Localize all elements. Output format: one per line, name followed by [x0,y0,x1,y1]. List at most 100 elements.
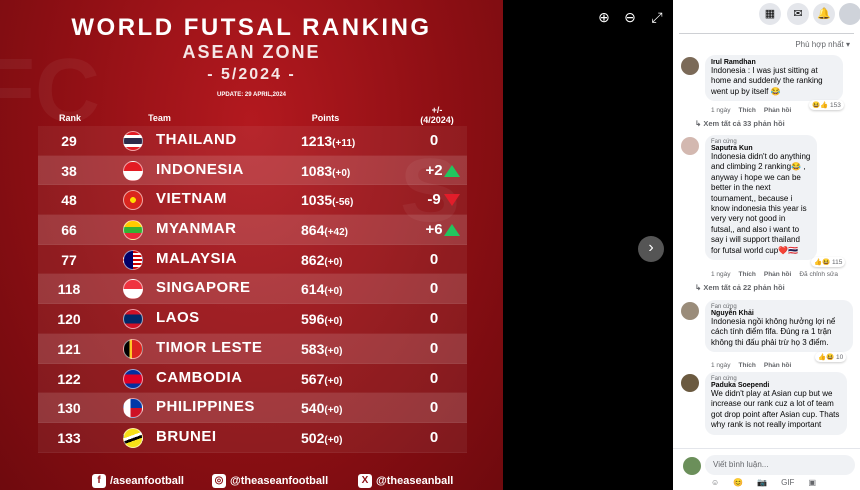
arrow-up-icon [444,164,460,177]
change-cell: 0 [429,339,439,357]
comment-bubble: Fan cứng Saputra Kun Indonesia didn't do… [705,135,817,261]
points-value: 862 [301,251,325,268]
comment-time[interactable]: 1 ngày [711,362,731,369]
comment-bubble: Irul Ramdhan Indonesia : I was just sitt… [705,55,843,102]
flag-icon [123,398,143,419]
poster-subtitle: ASEAN ZONE [182,42,321,62]
arrow-up-icon [444,224,460,237]
points-delta: (+0) [324,345,343,357]
avatar[interactable] [681,57,699,75]
fan-badge: Fan cứng [711,376,737,382]
header-change: +/- (4/2024) [412,105,462,125]
change-cell: 0 [429,310,439,328]
poster-title: WORLD FUTSAL RANKING [71,14,432,41]
reaction-count[interactable]: 😆👍 153 [809,100,844,110]
header-change-period: (4/2024) [420,115,454,125]
view-all-replies[interactable]: ↳ Xem tất cả 33 phản hồi [695,119,785,128]
messenger-icon[interactable]: ✉ [787,3,809,25]
camera-icon[interactable]: 📷 [757,478,768,487]
team-cell: MYANMAR [156,220,237,238]
header-change-label: +/- [431,105,443,115]
rank-cell: 122 [57,370,81,387]
rank-cell: 38 [61,162,77,179]
table-row: 122 CAMBODIA 567(+0) 0 [38,363,467,394]
change-cell: 0 [429,250,439,268]
sticker-pack-icon[interactable]: ▣ [808,478,817,487]
points-delta: (+0) [332,167,351,179]
points-value: 583 [301,340,325,357]
table-row: 66 MYANMAR 864(+42) +6 [38,215,467,245]
table-row: 121 TIMOR LESTE 583(+0) 0 [38,333,467,364]
table-row: 77 MALAYSIA 862(+0) 0 [38,244,467,275]
avatar[interactable] [681,302,699,320]
points-value: 864 [301,222,325,239]
points-cell: 567(+0) [301,371,342,387]
points-delta: (+42) [324,227,348,239]
sort-dropdown[interactable]: Phù hợp nhất ▾ [795,40,850,49]
x-handle: X @theaseanball [358,474,453,488]
gif-icon[interactable]: GIF [781,478,795,487]
points-cell: 614(+0) [301,281,342,297]
zoom-out-icon[interactable]: ⊖ [624,9,636,25]
avatar[interactable] [681,374,699,392]
points-cell: 583(+0) [301,341,342,357]
table-row: 29 THAILAND 1213(+11) 0 [38,126,467,156]
x-text: @theaseanball [376,475,454,487]
reaction-count[interactable]: 👍😆 115 [811,257,846,267]
comment-time[interactable]: 1 ngày [711,271,731,278]
flag-icon [123,368,143,389]
menu-grid-icon[interactable]: ▦ [759,3,781,25]
rank-cell: 121 [57,340,81,357]
flag-icon [123,338,143,359]
team-cell: CAMBODIA [156,368,243,386]
facebook-text: /aseanfootball [110,475,184,487]
comment-time[interactable]: 1 ngày [711,107,731,114]
commenter-name[interactable]: Saputra Kun [711,145,753,152]
header-team: Team [148,113,171,123]
comment-input[interactable]: Viết bình luận... [705,455,855,475]
next-photo-button[interactable]: › [638,236,664,262]
change-cell: 0 [429,428,439,446]
sticker-icon[interactable]: ☺ [711,478,720,487]
rank-cell: 48 [61,192,77,209]
fullscreen-icon[interactable]: ⤢ [651,9,663,25]
view-all-replies[interactable]: ↳ Xem tất cả 22 phản hồi [695,283,785,292]
emoji-icon[interactable]: 😊 [733,478,744,487]
avatar[interactable] [681,137,699,155]
reply-link[interactable]: Phản hồi [763,271,792,278]
table-row: 38 INDONESIA 1083(+0) +2 [38,155,467,186]
team-cell: THAILAND [156,131,237,148]
team-cell: BRUNEI [156,427,217,445]
reply-link[interactable]: Phản hồi [763,362,792,369]
facebook-icon: f [92,474,106,488]
ranking-poster: FC S WORLD FUTSAL RANKING ASEAN ZONE - 5… [0,0,503,490]
avatar[interactable] [839,3,860,25]
team-cell: LAOS [156,309,200,327]
like-link[interactable]: Thích [738,362,756,369]
points-delta: (+0) [324,286,343,298]
photo-viewer: FC S WORLD FUTSAL RANKING ASEAN ZONE - 5… [0,0,664,490]
flag-icon [123,309,143,330]
like-link[interactable]: Thích [738,271,756,278]
header-rank: Rank [58,113,81,123]
like-link[interactable]: Thích [738,107,756,114]
avatar[interactable] [683,457,701,475]
zoom-in-icon[interactable]: ⊕ [598,9,610,25]
fan-badge: Fan cứng [711,139,737,145]
comment-text: Indonesia ngồi không hưởng lợi nể cách t… [711,317,836,347]
composer-tools: ☺ 😊 📷 GIF ▣ [711,478,816,487]
notifications-icon[interactable]: 🔔 [813,3,835,25]
commenter-name[interactable]: Paduka Soependi [711,382,770,389]
points-delta: (+0) [324,256,343,268]
update-date: UPDATE: 29 APRIL,2024 [216,92,287,98]
rank-cell: 118 [57,281,81,298]
commenter-name[interactable]: Nguyễn Khải [711,310,754,317]
change-cell: -9 [427,191,441,209]
reaction-count[interactable]: 👍😆 10 [815,352,847,362]
points-cell: 1083(+0) [301,163,350,179]
commenter-name[interactable]: Irul Ramdhan [711,59,756,66]
comment-composer: Viết bình luận... ☺ 😊 📷 GIF ▣ [673,448,860,490]
change-cell: 0 [429,399,439,417]
flag-icon [123,249,143,270]
reply-link[interactable]: Phản hồi [763,107,792,114]
